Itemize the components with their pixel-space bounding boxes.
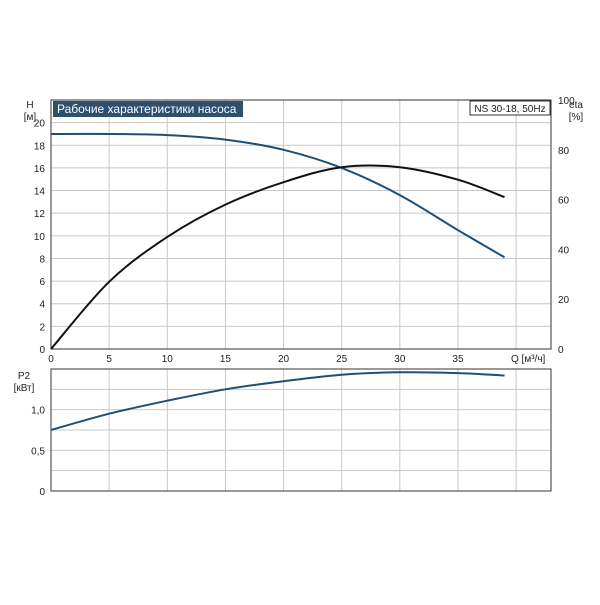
power-axis-label: P2 bbox=[18, 371, 31, 382]
chart-title-background bbox=[53, 101, 243, 117]
y-right-tick-label: 40 bbox=[558, 245, 570, 256]
y-left-tick-label: 20 bbox=[34, 119, 46, 130]
y-left-tick-label: 4 bbox=[39, 300, 45, 311]
power-tick-label: 0,5 bbox=[31, 446, 45, 457]
y-right-axis-unit: [%] bbox=[569, 112, 584, 123]
y-right-tick-label: 80 bbox=[558, 146, 570, 157]
x-axis-label: Q [м³/ч] bbox=[511, 354, 546, 365]
y-left-tick-label: 0 bbox=[39, 345, 45, 356]
y-left-tick-label: 6 bbox=[39, 277, 45, 288]
x-tick-label: 20 bbox=[278, 354, 290, 365]
x-tick-label: 25 bbox=[336, 354, 348, 365]
x-tick-labels: 0 5 10 15 20 25 30 35 bbox=[48, 354, 464, 365]
y-left-tick-label: 10 bbox=[34, 232, 46, 243]
y-left-tick-label: 18 bbox=[34, 141, 46, 152]
y-right-tick-label: 0 bbox=[558, 345, 564, 356]
y-left-tick-label: 8 bbox=[39, 254, 45, 265]
y-left-tick-label: 16 bbox=[34, 164, 46, 175]
power-plot-grid bbox=[51, 369, 551, 491]
x-tick-label: 0 bbox=[48, 354, 54, 365]
x-tick-label: 5 bbox=[106, 354, 112, 365]
model-label: NS 30-18, 50Hz bbox=[474, 104, 545, 115]
y-left-tick-label: 2 bbox=[39, 322, 45, 333]
y-right-tick-label: 60 bbox=[558, 196, 570, 207]
x-tick-label: 15 bbox=[220, 354, 232, 365]
head-curve bbox=[50, 132, 505, 259]
y-left-axis-label: H bbox=[26, 100, 33, 111]
y-left-tick-label: 12 bbox=[34, 209, 46, 220]
y-left-tick-labels: 0 2 4 6 8 10 12 14 16 18 20 bbox=[34, 119, 46, 356]
power-axis-unit: [кВт] bbox=[14, 383, 35, 394]
y-right-tick-label: 100 bbox=[558, 96, 575, 107]
power-curve bbox=[50, 371, 505, 431]
chart-title: Рабочие характеристики насоса bbox=[57, 102, 237, 116]
x-tick-label: 10 bbox=[162, 354, 174, 365]
power-tick-labels: 0 0,5 1,0 bbox=[31, 406, 45, 498]
efficiency-curve bbox=[50, 164, 505, 350]
head-plot-frame bbox=[50, 99, 552, 350]
x-tick-label: 30 bbox=[394, 354, 406, 365]
x-tick-label: 35 bbox=[452, 354, 464, 365]
y-left-tick-label: 14 bbox=[34, 187, 46, 198]
power-tick-label: 0 bbox=[39, 487, 45, 498]
model-label-box bbox=[469, 100, 551, 116]
y-right-tick-label: 20 bbox=[558, 295, 570, 306]
y-right-tick-labels: 0 20 40 60 80 100 bbox=[558, 96, 575, 356]
power-tick-label: 1,0 bbox=[31, 406, 45, 417]
y-left-axis-unit: [м] bbox=[24, 112, 37, 123]
y-right-axis-label: eta bbox=[569, 100, 583, 111]
